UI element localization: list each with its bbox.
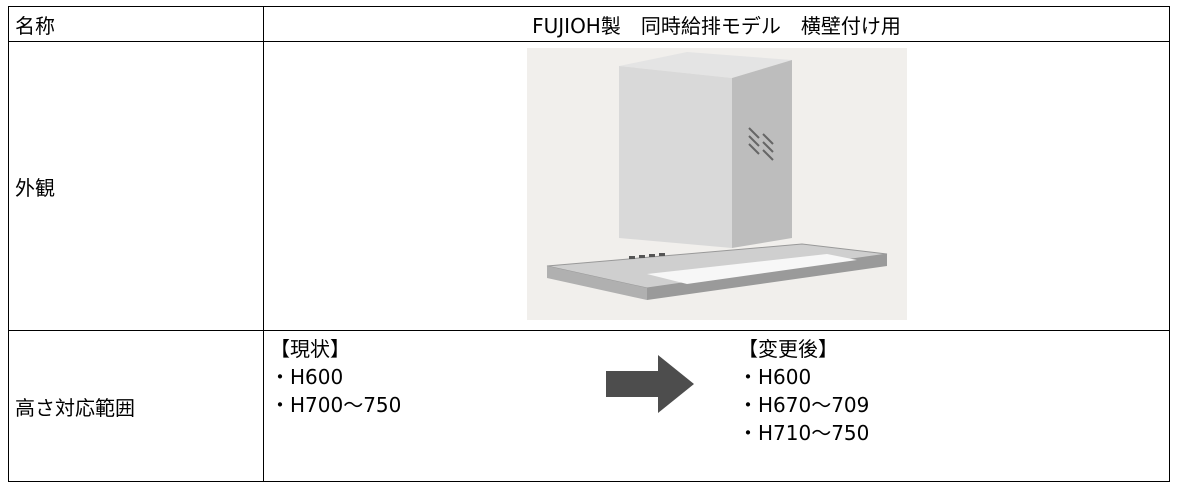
header-title: FUJIOH製 同時給排モデル 横壁付け用 xyxy=(263,6,1170,42)
ranges: 【現状】 ・H600 ・H700～750 【変更後】 ・H600 ・H670～7… xyxy=(270,331,1163,481)
current-title: 【現状】 xyxy=(270,337,350,361)
height-label: 高さ対応範囲 xyxy=(8,330,264,482)
changed-item: ・H600 xyxy=(738,365,812,389)
changed-list: 【変更後】 ・H600 ・H670～709 ・H710～750 xyxy=(738,335,869,447)
appearance-row: 外観 xyxy=(8,41,1170,331)
appearance-label: 外観 xyxy=(8,41,264,331)
changed-item: ・H670～709 xyxy=(738,393,870,417)
header-row: 名称 FUJIOH製 同時給排モデル 横壁付け用 xyxy=(8,6,1170,42)
header-label: 名称 xyxy=(8,6,264,42)
height-cell: 【現状】 ・H600 ・H700～750 【変更後】 ・H600 ・H670～7… xyxy=(263,330,1170,482)
current-item: ・H700～750 xyxy=(270,393,402,417)
current-list: 【現状】 ・H600 ・H700～750 xyxy=(270,335,401,419)
appearance-cell xyxy=(263,41,1170,331)
changed-item: ・H710～750 xyxy=(738,421,870,445)
arrow xyxy=(606,355,694,413)
spec-table: 名称 FUJIOH製 同時給排モデル 横壁付け用 外観 高さ対 xyxy=(8,6,1170,482)
range-hood-image xyxy=(526,47,907,320)
height-row: 高さ対応範囲 【現状】 ・H600 ・H700～750 【変更後】 ・H600 … xyxy=(8,330,1170,482)
current-item: ・H600 xyxy=(270,365,344,389)
changed-title: 【変更後】 xyxy=(738,337,838,361)
